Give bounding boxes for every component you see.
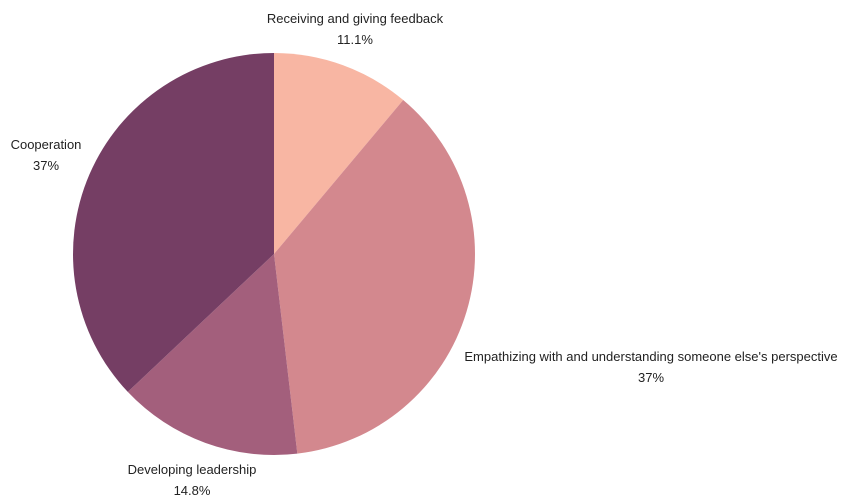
slice-value-receiving-and-giving-feedback: 11.1% <box>337 32 373 47</box>
slice-value-cooperation: 37% <box>33 158 59 173</box>
slice-label-developing-leadership: Developing leadership <box>128 462 257 477</box>
pie-slice-receiving-and-giving-feedback <box>274 53 404 254</box>
slice-value-empathizing-with-and-understanding-someone-else-s-perspective: 37% <box>638 370 664 385</box>
slice-label-receiving-and-giving-feedback: Receiving and giving feedback <box>267 11 444 26</box>
slice-label-cooperation: Cooperation <box>11 137 82 152</box>
pie-slices <box>73 53 475 455</box>
pie-labels: Receiving and giving feedback 11.1% Empath… <box>11 11 838 498</box>
pie-slice-empathizing-with-and-understanding-someone-else-s-perspective <box>274 100 475 454</box>
pie-slice-cooperation <box>73 53 274 392</box>
slice-value-developing-leadership: 14.8% <box>174 483 211 498</box>
pie-slice-developing-leadership <box>127 254 298 455</box>
slice-label-empathizing-with-and-understanding-someone-else-s-perspective: Empathizing with and understanding someo… <box>464 349 837 364</box>
